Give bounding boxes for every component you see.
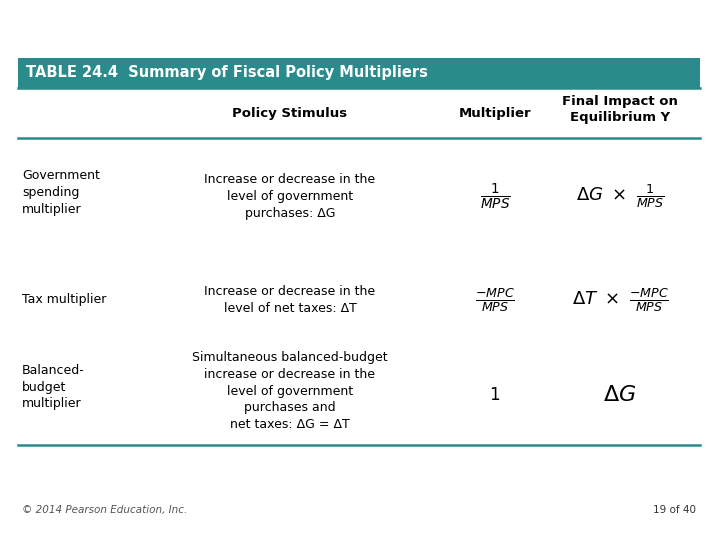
Text: © 2014 Pearson Education, Inc.: © 2014 Pearson Education, Inc. <box>22 505 187 515</box>
Text: $\Delta G\ \times\ \frac{1}{MPS}$: $\Delta G\ \times\ \frac{1}{MPS}$ <box>576 183 665 211</box>
Text: Simultaneous balanced-budget
increase or decrease in the
level of government
pur: Simultaneous balanced-budget increase or… <box>192 350 388 431</box>
Text: Multiplier: Multiplier <box>459 106 531 119</box>
Text: Increase or decrease in the
level of government
purchases: ΔG: Increase or decrease in the level of gov… <box>204 173 376 220</box>
Text: $\frac{-MPC}{MPS}$: $\frac{-MPC}{MPS}$ <box>475 286 515 314</box>
Text: 19 of 40: 19 of 40 <box>653 505 696 515</box>
Text: Government
spending
multiplier: Government spending multiplier <box>22 169 100 216</box>
Text: Balanced-
budget
multiplier: Balanced- budget multiplier <box>22 363 85 410</box>
Bar <box>18 58 700 88</box>
Text: $\Delta G$: $\Delta G$ <box>603 385 636 405</box>
Text: Increase or decrease in the
level of net taxes: ΔT: Increase or decrease in the level of net… <box>204 285 376 315</box>
Text: Final Impact on
Equilibrium Y: Final Impact on Equilibrium Y <box>562 96 678 125</box>
Text: $\frac{1}{MPS}$: $\frac{1}{MPS}$ <box>480 181 510 212</box>
Text: Policy Stimulus: Policy Stimulus <box>233 106 348 119</box>
Text: TABLE 24.4  Summary of Fiscal Policy Multipliers: TABLE 24.4 Summary of Fiscal Policy Mult… <box>26 65 428 80</box>
Text: $\Delta T\ \times\ \frac{-MPC}{MPS}$: $\Delta T\ \times\ \frac{-MPC}{MPS}$ <box>572 286 668 314</box>
Text: Tax multiplier: Tax multiplier <box>22 294 107 307</box>
Text: $1$: $1$ <box>490 386 500 404</box>
